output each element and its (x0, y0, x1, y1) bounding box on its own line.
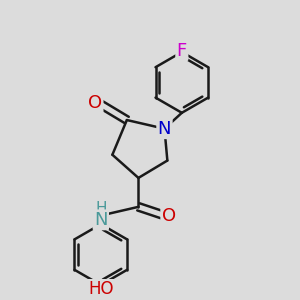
Text: N: N (158, 120, 171, 138)
Text: F: F (177, 42, 187, 60)
Text: N: N (94, 211, 108, 229)
Text: O: O (88, 94, 102, 112)
Text: HO: HO (88, 280, 114, 298)
Text: O: O (162, 206, 176, 224)
Text: H: H (95, 201, 106, 216)
